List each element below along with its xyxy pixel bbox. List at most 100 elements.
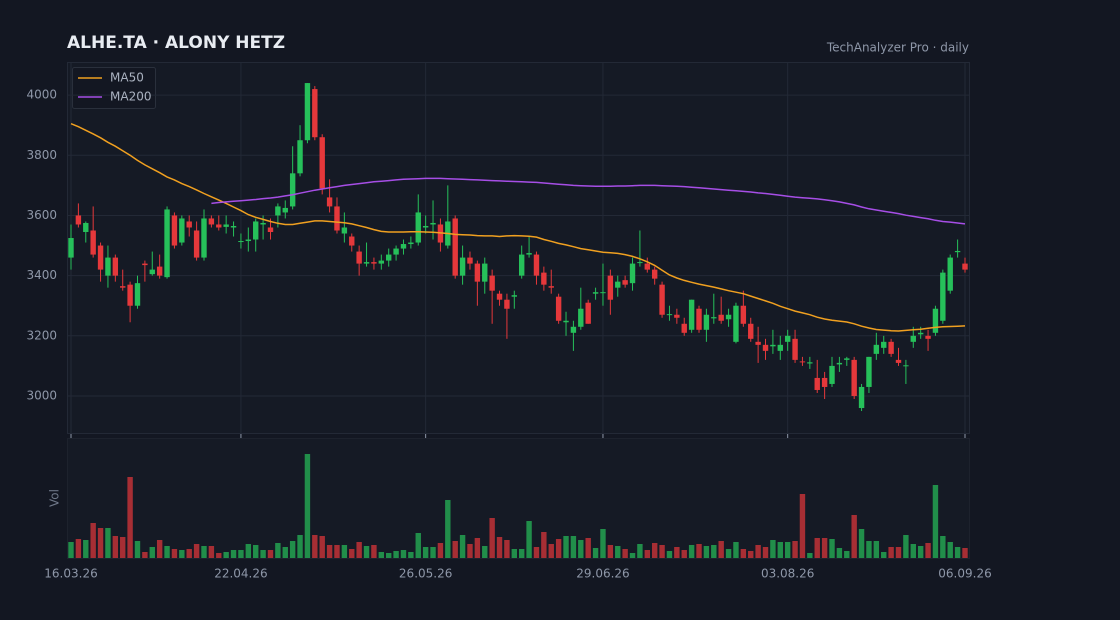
volume-bar xyxy=(703,546,710,558)
candle-body xyxy=(90,230,96,255)
volume-bar xyxy=(651,543,658,558)
volume-bar xyxy=(563,536,569,558)
candle-body xyxy=(422,225,429,228)
candle-body xyxy=(349,236,355,246)
candle-body xyxy=(600,292,606,294)
candle-body xyxy=(511,295,518,297)
volume-bar xyxy=(570,536,577,558)
volume-bar xyxy=(304,454,311,558)
candle-body xyxy=(829,365,835,384)
chart-title: ALHE.TA · ALONY HETZ xyxy=(67,33,285,53)
volume-bar xyxy=(799,494,806,558)
candle-body xyxy=(526,253,532,255)
volume-bar xyxy=(954,547,961,558)
volume-bar xyxy=(541,532,547,558)
candle-body xyxy=(947,257,953,291)
volume-bar xyxy=(718,541,724,558)
volume-bar xyxy=(356,542,362,558)
volume-bar xyxy=(511,549,518,558)
volume-bar xyxy=(312,535,318,558)
candle-body xyxy=(725,314,732,320)
volume-bar xyxy=(260,550,266,558)
candle-body xyxy=(711,317,717,319)
candle-body xyxy=(127,284,133,306)
volume-bar xyxy=(105,528,111,558)
volume-bar xyxy=(777,542,783,558)
volume-bar xyxy=(201,546,207,558)
volume-bar xyxy=(526,521,532,558)
volume-bar xyxy=(164,546,170,558)
candle-body xyxy=(659,284,665,315)
volume-bar xyxy=(932,485,939,558)
volume-bar xyxy=(408,552,414,558)
volume-bar xyxy=(156,540,163,558)
volume-bar xyxy=(607,545,614,558)
candle-body xyxy=(496,293,503,300)
volume-bar xyxy=(208,546,215,558)
candle-body xyxy=(415,212,421,243)
candle-body xyxy=(193,230,200,258)
volume-bar xyxy=(637,544,643,558)
candle-body xyxy=(504,299,510,309)
candle-body xyxy=(770,344,776,347)
volume-bar xyxy=(762,547,769,558)
volume-bar xyxy=(371,545,377,558)
x-tick-label: 29.06.26 xyxy=(576,567,629,581)
y-tick-label: 4000 xyxy=(26,88,57,102)
volume-bar xyxy=(282,547,288,558)
candle-body xyxy=(386,254,392,261)
candle-body xyxy=(467,257,473,264)
candle-body xyxy=(866,356,872,387)
volume-bar xyxy=(289,541,296,558)
volume-bar xyxy=(334,545,340,558)
candle-body xyxy=(666,314,673,316)
volume-bar xyxy=(142,552,148,558)
volume-bar xyxy=(68,542,74,558)
candle-body xyxy=(940,272,946,321)
volume-bar xyxy=(666,551,673,558)
candle-body xyxy=(260,222,266,225)
candle-body xyxy=(925,335,931,339)
candle-body xyxy=(718,314,724,321)
volume-bar xyxy=(962,548,968,558)
volume-bar xyxy=(748,551,754,558)
candle-body xyxy=(245,239,252,242)
volume-bar xyxy=(947,542,953,558)
candle-body xyxy=(489,275,495,291)
candle-body xyxy=(585,302,591,324)
candle-body xyxy=(807,362,813,364)
volume-bar xyxy=(844,551,850,558)
candle-body xyxy=(592,292,599,294)
y-tick-label: 3600 xyxy=(26,208,57,222)
candle-body xyxy=(156,266,163,276)
volume-bar xyxy=(238,550,244,558)
candle-body xyxy=(474,263,481,282)
volume-bar xyxy=(940,536,946,558)
candle-body xyxy=(814,377,820,390)
candle-body xyxy=(748,323,754,339)
candle-body xyxy=(784,335,791,342)
candle-body xyxy=(326,197,333,207)
candle-body xyxy=(459,257,466,276)
candle-body xyxy=(304,83,311,141)
candle-body xyxy=(533,254,540,276)
volume-bar xyxy=(341,545,348,558)
candle-body xyxy=(120,286,126,288)
y-tick-label: 3200 xyxy=(26,328,57,342)
volume-bar xyxy=(725,549,732,558)
candle-body xyxy=(75,215,82,225)
candle-body xyxy=(223,224,229,227)
volume-bar xyxy=(733,542,739,558)
candle-body xyxy=(482,263,488,282)
volume-bar xyxy=(555,539,562,558)
volume-bar xyxy=(696,544,702,558)
volume-bar xyxy=(415,533,421,558)
ma-line xyxy=(70,123,966,332)
volume-bar xyxy=(895,547,902,558)
volume-bar xyxy=(866,541,872,558)
volume-bar xyxy=(578,540,584,558)
volume-bar xyxy=(548,544,554,558)
candle-body xyxy=(363,262,370,264)
